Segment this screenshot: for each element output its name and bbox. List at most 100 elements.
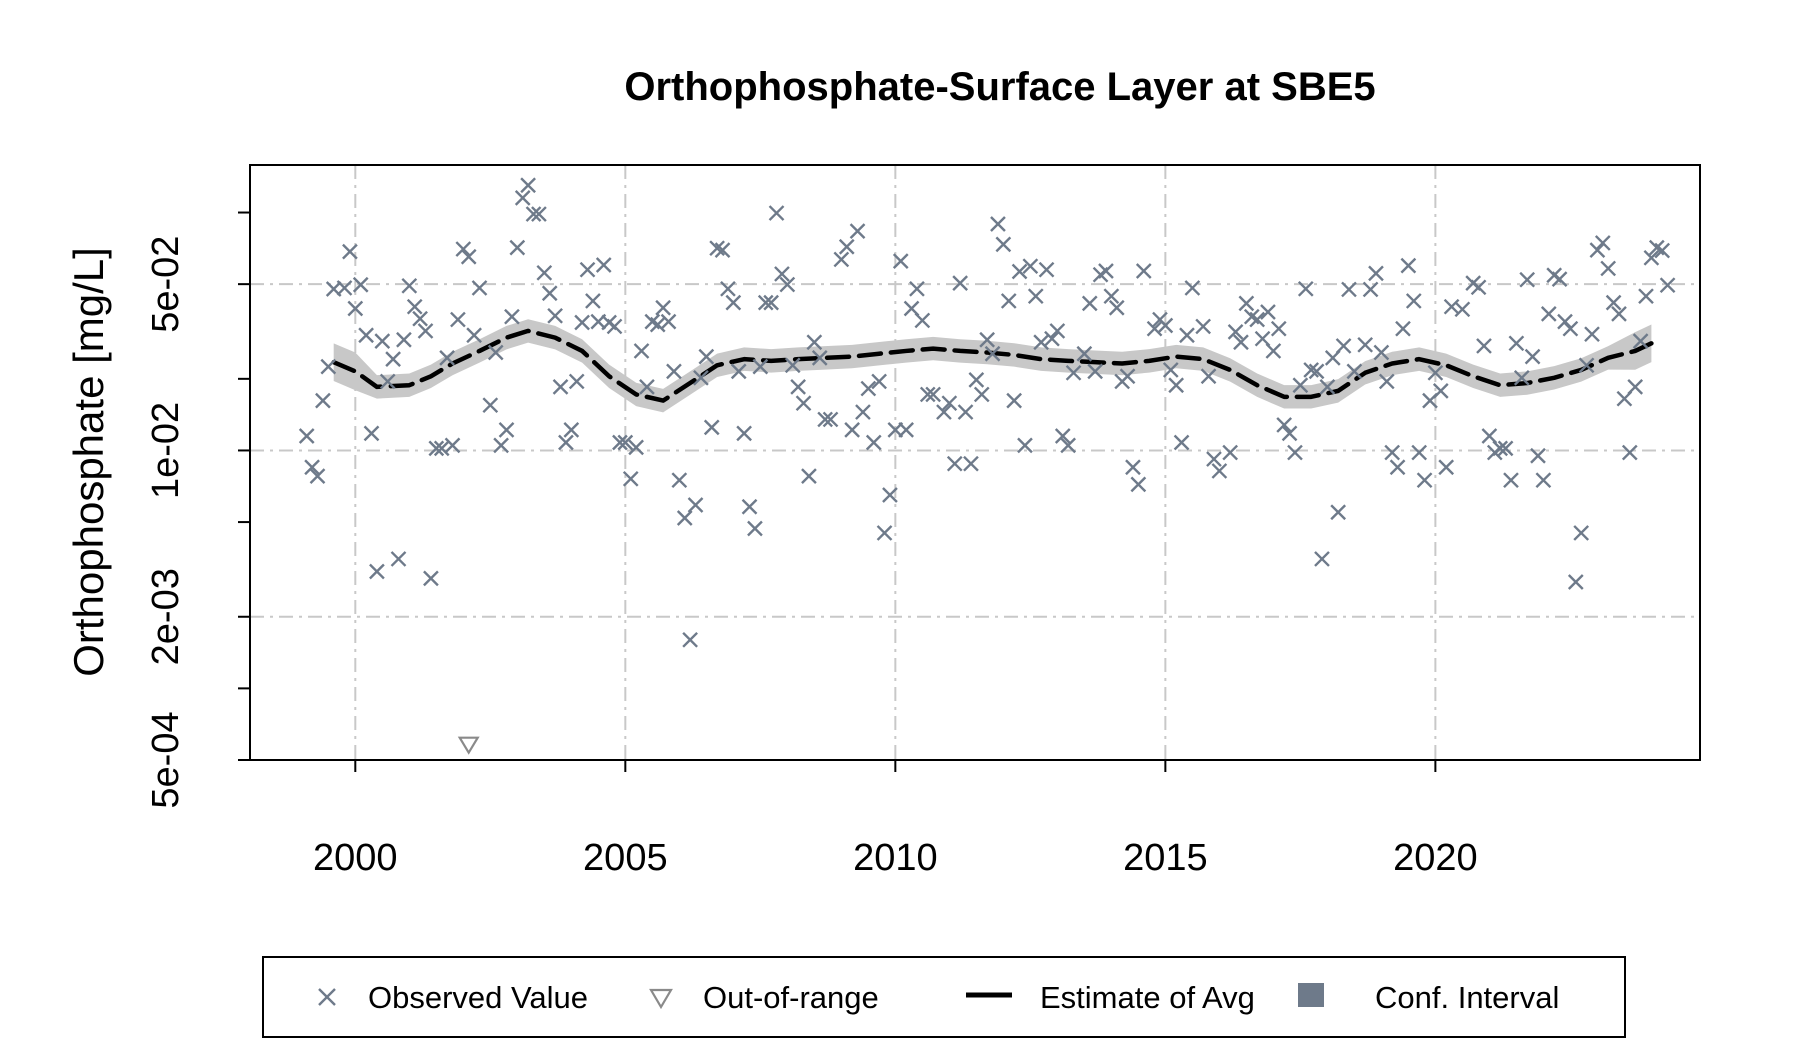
observed-point bbox=[752, 358, 769, 375]
observed-point bbox=[703, 419, 720, 436]
observed-point bbox=[417, 323, 434, 339]
observed-point bbox=[1087, 363, 1104, 380]
observed-point bbox=[320, 358, 337, 375]
observed-point bbox=[1135, 263, 1152, 279]
legend-item-out-of-range: Out-of-range bbox=[649, 980, 879, 1015]
observed-point bbox=[1303, 362, 1320, 378]
observed-point bbox=[552, 379, 569, 395]
observed-point bbox=[865, 434, 882, 451]
observed-point bbox=[1108, 299, 1125, 316]
observed-point bbox=[876, 525, 893, 541]
observed-point bbox=[1416, 472, 1433, 489]
observed-point bbox=[568, 373, 585, 390]
observed-point bbox=[1308, 363, 1325, 380]
observed-point bbox=[1319, 379, 1336, 395]
observed-point bbox=[1168, 377, 1185, 394]
x-tick-label: 2005 bbox=[583, 837, 668, 879]
gridlines bbox=[250, 165, 1700, 760]
observed-point bbox=[379, 373, 396, 390]
legend-item-conf-interval: Conf. Interval bbox=[1298, 980, 1559, 1015]
legend-label-observed: Observed Value bbox=[368, 980, 588, 1015]
observed-point bbox=[990, 216, 1006, 232]
observed-point bbox=[385, 351, 401, 367]
observed-point bbox=[1238, 295, 1255, 312]
observed-point bbox=[1314, 551, 1330, 567]
observed-point bbox=[471, 280, 488, 296]
observed-point bbox=[493, 437, 509, 454]
observed-point bbox=[1638, 288, 1654, 305]
observed-point bbox=[450, 311, 466, 328]
observed-point bbox=[1519, 271, 1536, 288]
observed-point bbox=[1000, 293, 1017, 309]
observed-point bbox=[1195, 318, 1212, 335]
y-tick-label: 5e-04 bbox=[145, 711, 187, 808]
observed-point bbox=[1357, 336, 1374, 353]
observed-point bbox=[1368, 265, 1384, 282]
observed-point bbox=[1492, 440, 1509, 457]
chart-title: Orthophosphate-Surface Layer at SBE5 bbox=[624, 65, 1375, 109]
observed-point bbox=[1573, 525, 1590, 541]
legend-box bbox=[262, 956, 1626, 1038]
observed-point bbox=[466, 327, 482, 344]
observed-point bbox=[1060, 437, 1077, 454]
observed-point bbox=[1227, 324, 1244, 340]
observed-point bbox=[617, 434, 634, 451]
observed-point bbox=[1524, 348, 1541, 365]
observed-point bbox=[396, 331, 412, 348]
observed-point bbox=[1270, 320, 1287, 337]
observed-point bbox=[1438, 459, 1455, 476]
confidence-interval-band bbox=[333, 319, 1652, 413]
observed-point bbox=[925, 386, 941, 403]
observed-point bbox=[995, 236, 1012, 253]
observed-point bbox=[1497, 440, 1514, 457]
x-tick-label: 2000 bbox=[313, 837, 398, 879]
observed-point bbox=[909, 280, 925, 297]
observed-point bbox=[1427, 364, 1444, 381]
observed-point bbox=[725, 294, 742, 311]
x-tick-label: 2015 bbox=[1123, 837, 1208, 879]
observed-point bbox=[1432, 383, 1449, 399]
observed-point bbox=[315, 392, 331, 409]
observed-point bbox=[941, 395, 958, 412]
observed-point bbox=[898, 422, 914, 438]
observed-point bbox=[1017, 437, 1033, 454]
observed-point bbox=[1233, 334, 1249, 351]
observed-point bbox=[1022, 258, 1039, 275]
observed-point bbox=[1346, 363, 1363, 380]
observed-point bbox=[1530, 447, 1546, 464]
observed-point bbox=[622, 470, 639, 487]
observed-point bbox=[838, 238, 855, 255]
observed-point bbox=[444, 437, 461, 454]
observed-point bbox=[585, 293, 601, 309]
observed-point bbox=[806, 334, 823, 351]
observed-point bbox=[1119, 368, 1136, 385]
x-axis-ticks: 2000 2005 2010 2015 2020 bbox=[313, 760, 1478, 879]
observed-point bbox=[1411, 444, 1428, 461]
observed-point bbox=[784, 357, 801, 374]
observed-point bbox=[671, 472, 688, 489]
observed-point bbox=[855, 404, 871, 420]
observed-point bbox=[1287, 444, 1303, 461]
observed-point bbox=[1103, 288, 1120, 305]
observed-point bbox=[1503, 472, 1519, 489]
observed-point bbox=[693, 369, 709, 386]
observed-point bbox=[682, 631, 698, 648]
observed-point bbox=[520, 177, 536, 194]
observed-point bbox=[660, 313, 677, 330]
observed-point bbox=[757, 294, 774, 311]
observed-point bbox=[1341, 281, 1357, 298]
estimate-line-path bbox=[331, 328, 1654, 403]
observed-point bbox=[309, 468, 326, 484]
observed-point bbox=[957, 404, 974, 420]
observed-point bbox=[833, 251, 850, 268]
observed-point bbox=[423, 570, 439, 587]
observed-point bbox=[1335, 338, 1352, 354]
observed-point bbox=[963, 455, 979, 472]
observed-point bbox=[1098, 263, 1114, 279]
observed-point bbox=[1033, 334, 1050, 351]
observed-point bbox=[768, 205, 785, 221]
observed-point bbox=[1211, 463, 1228, 479]
observed-point bbox=[687, 497, 704, 513]
observed-point bbox=[1038, 261, 1055, 278]
observed-point bbox=[358, 327, 374, 344]
